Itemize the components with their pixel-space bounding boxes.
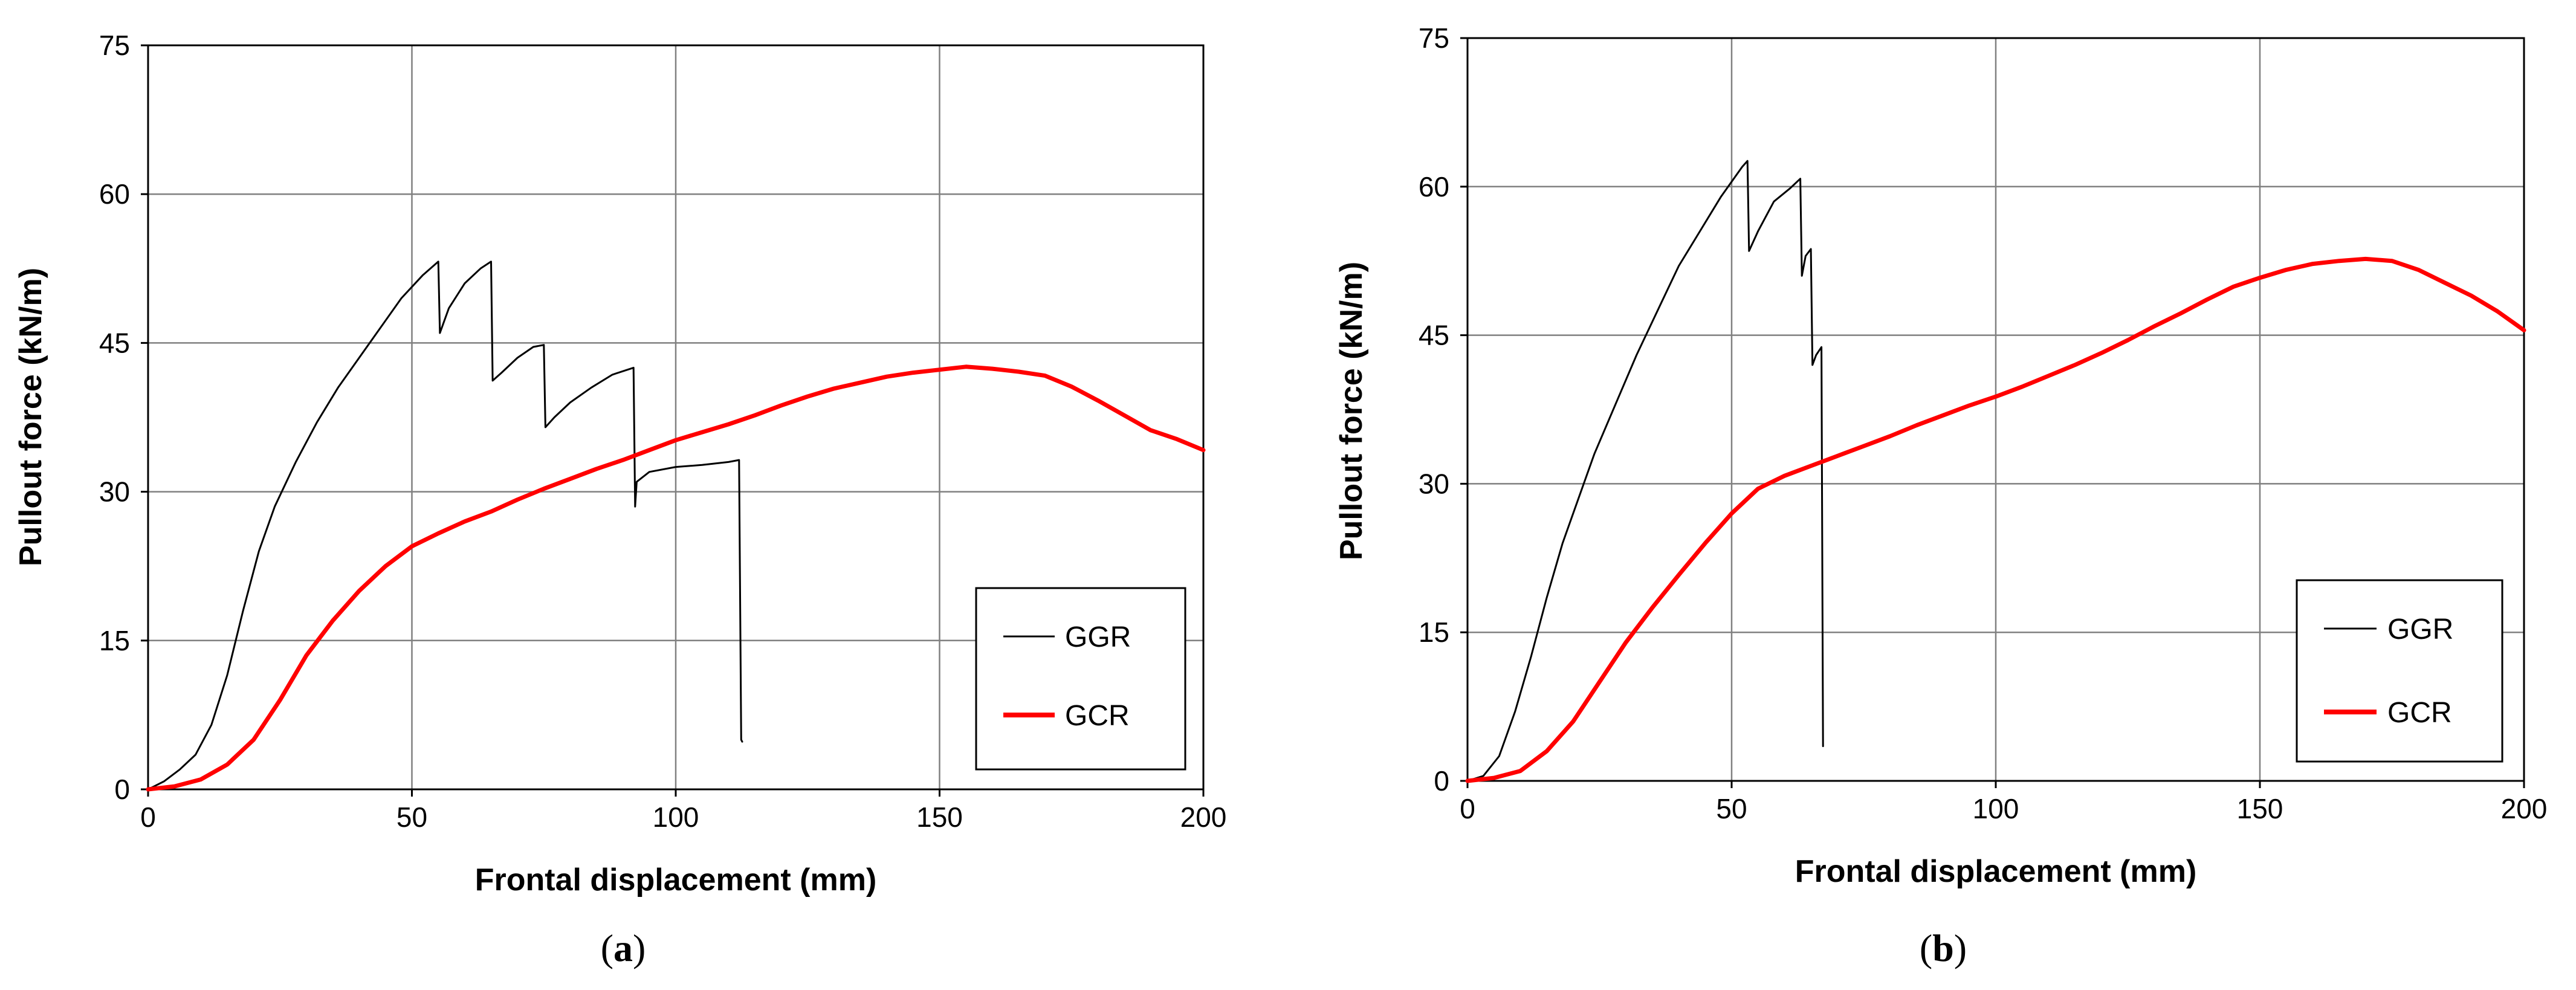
axis-ticks: 0 50 100 150 200 0 15 30 45 60 75 <box>1419 22 2548 824</box>
legend-box <box>2296 579 2503 763</box>
series-line-gcr <box>1465 256 2526 783</box>
y-tick-label: 75 <box>1419 22 1449 54</box>
y-tick-label: 30 <box>1419 468 1449 499</box>
y-axis-label: Pullout force (kN/m) <box>13 268 48 566</box>
data-series <box>1465 160 2526 783</box>
legend-label-ggr: GGR <box>2387 613 2453 645</box>
x-tick-label: 100 <box>653 801 699 833</box>
y-tick-label: 0 <box>114 774 130 805</box>
axis-ticks: 0 50 100 150 200 0 15 30 45 60 75 <box>99 30 1227 833</box>
series-line-ggr <box>147 260 743 791</box>
legend-label-gcr: GCR <box>1065 700 1130 732</box>
y-tick-label: 0 <box>1434 765 1449 797</box>
panel-label: (b) <box>1920 927 1967 969</box>
x-axis-label: Frontal displacement (mm) <box>1795 854 2197 889</box>
x-tick-label: 0 <box>140 801 156 833</box>
x-tick-label: 150 <box>916 801 963 833</box>
series-line-gcr <box>146 364 1206 792</box>
chart-panel-a: 0 50 100 150 200 0 15 30 45 60 75 Frontal displace… <box>13 30 1226 969</box>
y-tick-label: 30 <box>99 476 130 508</box>
legend: GGR GCR <box>975 587 1186 771</box>
x-tick-label: 0 <box>1460 793 1475 824</box>
x-tick-label: 200 <box>1180 801 1227 833</box>
y-tick-label: 15 <box>99 625 130 656</box>
panel-letter: b <box>1932 927 1954 969</box>
panel-label: (a) <box>601 927 646 969</box>
y-tick-label: 15 <box>1419 616 1449 648</box>
x-tick-label: 50 <box>396 801 427 833</box>
y-tick-label: 45 <box>1419 320 1449 351</box>
y-tick-label: 75 <box>99 30 130 61</box>
y-axis-label: Pullout force (kN/m) <box>1334 262 1369 560</box>
x-tick-label: 200 <box>2501 793 2548 824</box>
legend-label-gcr: GCR <box>2387 697 2452 729</box>
x-tick-label: 150 <box>2237 793 2283 824</box>
series-line-ggr <box>1466 160 1824 782</box>
x-axis-label: Frontal displacement (mm) <box>475 862 877 898</box>
y-tick-label: 60 <box>99 178 130 210</box>
x-tick-label: 50 <box>1716 793 1747 824</box>
legend-label-ggr: GGR <box>1065 621 1131 653</box>
legend: GGR GCR <box>2296 579 2503 763</box>
panel-letter: a <box>613 927 633 969</box>
y-tick-label: 60 <box>1419 171 1449 202</box>
y-tick-label: 45 <box>99 327 130 358</box>
chart-panel-b: 0 50 100 150 200 0 15 30 45 60 75 Frontal displace… <box>1334 22 2547 969</box>
grid-lines <box>148 45 1203 789</box>
x-tick-label: 100 <box>1973 793 2019 824</box>
legend-box <box>975 587 1186 771</box>
data-series <box>146 260 1206 792</box>
